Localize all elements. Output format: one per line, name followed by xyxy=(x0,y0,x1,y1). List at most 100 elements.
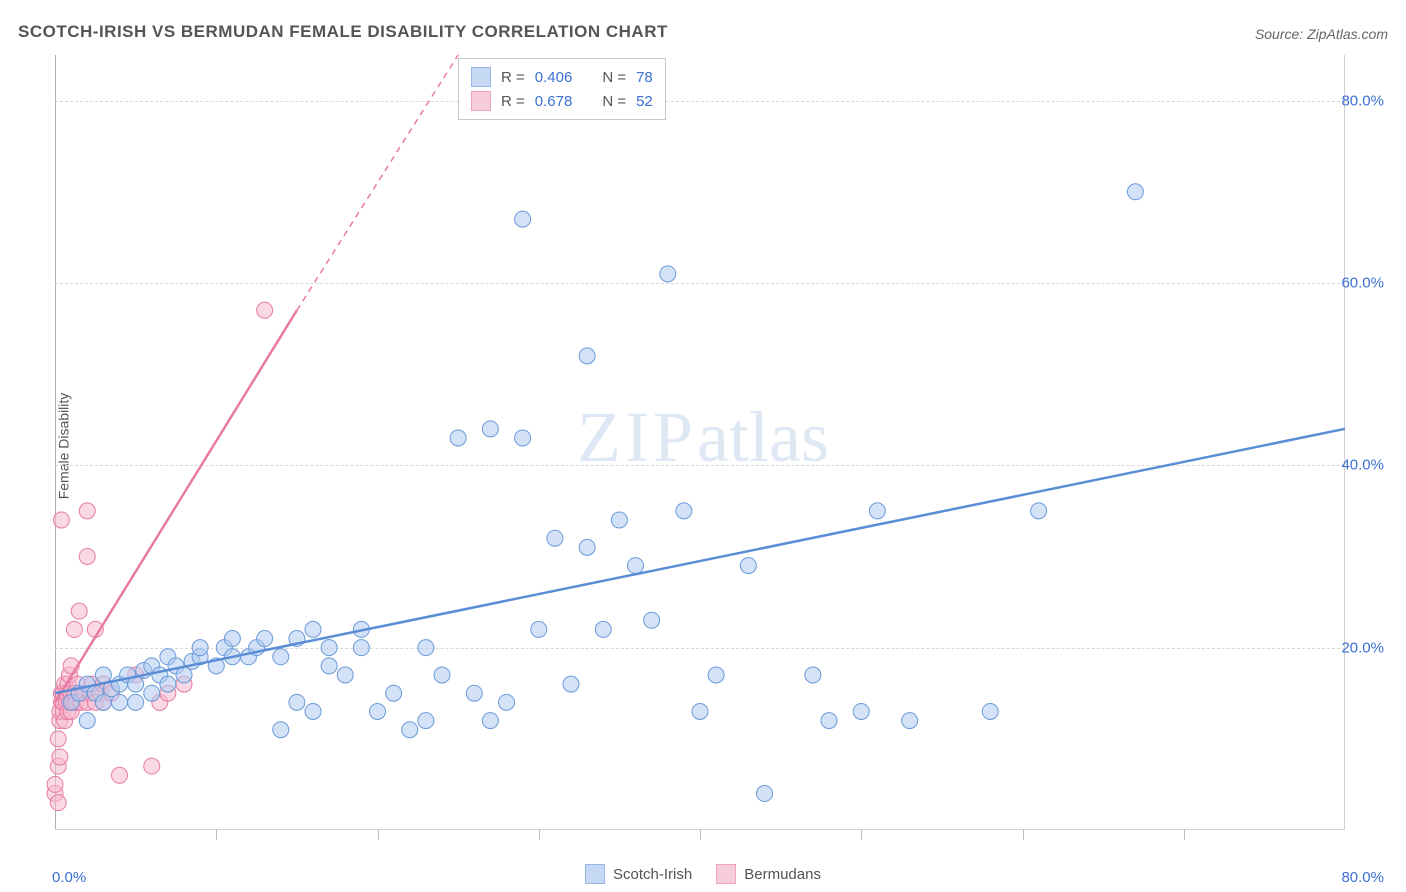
scatter-point xyxy=(257,631,273,647)
legend-item-1: Bermudans xyxy=(716,864,821,884)
legend-series: Scotch-Irish Bermudans xyxy=(585,864,821,884)
scatter-point xyxy=(52,749,68,765)
scatter-point xyxy=(805,667,821,683)
scatter-point xyxy=(66,621,82,637)
scatter-point xyxy=(708,667,724,683)
x-tick xyxy=(700,830,701,840)
scatter-point xyxy=(676,503,692,519)
chart-title: SCOTCH-IRISH VS BERMUDAN FEMALE DISABILI… xyxy=(18,22,668,42)
scatter-point xyxy=(547,530,563,546)
scatter-point xyxy=(644,612,660,628)
scatter-point xyxy=(531,621,547,637)
scatter-point xyxy=(386,685,402,701)
r-value-1: 0.678 xyxy=(535,93,573,110)
n-value-1: 52 xyxy=(636,93,653,110)
x-tick xyxy=(1023,830,1024,840)
scatter-point xyxy=(305,703,321,719)
scatter-point xyxy=(144,685,160,701)
chart-container: SCOTCH-IRISH VS BERMUDAN FEMALE DISABILI… xyxy=(0,0,1406,892)
trend-line xyxy=(55,429,1345,693)
scatter-point xyxy=(337,667,353,683)
scatter-point xyxy=(902,713,918,729)
source-attribution: Source: ZipAtlas.com xyxy=(1255,26,1388,42)
scatter-point xyxy=(53,512,69,528)
legend-swatch-0 xyxy=(471,67,491,87)
legend-swatch-bottom-0 xyxy=(585,864,605,884)
x-tick xyxy=(216,830,217,840)
scatter-point xyxy=(563,676,579,692)
scatter-point xyxy=(370,703,386,719)
scatter-point xyxy=(450,430,466,446)
scatter-point xyxy=(418,640,434,656)
scatter-point xyxy=(692,703,708,719)
scatter-point xyxy=(79,548,95,564)
scatter-point xyxy=(821,713,837,729)
scatter-point xyxy=(257,302,273,318)
scatter-point xyxy=(289,694,305,710)
scatter-point xyxy=(515,430,531,446)
scatter-point xyxy=(321,658,337,674)
scatter-point xyxy=(321,640,337,656)
scatter-point xyxy=(1031,503,1047,519)
scatter-point xyxy=(1127,184,1143,200)
scatter-point xyxy=(757,786,773,802)
plot-svg xyxy=(55,55,1345,830)
x-origin-label: 0.0% xyxy=(52,869,86,886)
y-tick-label: 80.0% xyxy=(1341,92,1384,109)
scatter-point xyxy=(402,722,418,738)
x-max-label: 80.0% xyxy=(1341,869,1384,886)
scatter-point xyxy=(112,694,128,710)
legend-swatch-1 xyxy=(471,91,491,111)
x-tick xyxy=(861,830,862,840)
scatter-point xyxy=(273,649,289,665)
scatter-point xyxy=(112,767,128,783)
x-tick xyxy=(539,830,540,840)
scatter-point xyxy=(434,667,450,683)
scatter-point xyxy=(595,621,611,637)
scatter-point xyxy=(144,758,160,774)
r-label-1: R = xyxy=(501,93,525,110)
scatter-point xyxy=(71,603,87,619)
scatter-point xyxy=(273,722,289,738)
legend-item-0: Scotch-Irish xyxy=(585,864,692,884)
scatter-point xyxy=(50,795,66,811)
scatter-point xyxy=(982,703,998,719)
trend-line-dashed xyxy=(297,55,458,310)
scatter-point xyxy=(482,421,498,437)
scatter-point xyxy=(515,211,531,227)
r-value-0: 0.406 xyxy=(535,69,573,86)
r-label-0: R = xyxy=(501,69,525,86)
y-tick-label: 20.0% xyxy=(1341,639,1384,656)
y-tick-label: 40.0% xyxy=(1341,457,1384,474)
scatter-point xyxy=(853,703,869,719)
scatter-point xyxy=(79,503,95,519)
scatter-point xyxy=(611,512,627,528)
y-tick-label: 60.0% xyxy=(1341,274,1384,291)
legend-label-0: Scotch-Irish xyxy=(613,866,692,883)
legend-swatch-bottom-1 xyxy=(716,864,736,884)
scatter-point xyxy=(160,676,176,692)
scatter-point xyxy=(47,776,63,792)
scatter-point xyxy=(466,685,482,701)
scatter-point xyxy=(740,558,756,574)
scatter-point xyxy=(224,631,240,647)
scatter-point xyxy=(660,266,676,282)
scatter-point xyxy=(418,713,434,729)
scatter-point xyxy=(482,713,498,729)
scatter-point xyxy=(869,503,885,519)
scatter-point xyxy=(628,558,644,574)
scatter-point xyxy=(579,348,595,364)
legend-stats: R = 0.406 N = 78 R = 0.678 N = 52 xyxy=(458,58,666,120)
n-label-0: N = xyxy=(602,69,626,86)
legend-label-1: Bermudans xyxy=(744,866,821,883)
scatter-point xyxy=(50,731,66,747)
legend-stats-row-0: R = 0.406 N = 78 xyxy=(471,65,653,89)
n-label-1: N = xyxy=(602,93,626,110)
scatter-point xyxy=(128,694,144,710)
scatter-point xyxy=(499,694,515,710)
scatter-point xyxy=(305,621,321,637)
n-value-0: 78 xyxy=(636,69,653,86)
scatter-point xyxy=(192,640,208,656)
x-tick xyxy=(1184,830,1185,840)
legend-stats-row-1: R = 0.678 N = 52 xyxy=(471,89,653,113)
